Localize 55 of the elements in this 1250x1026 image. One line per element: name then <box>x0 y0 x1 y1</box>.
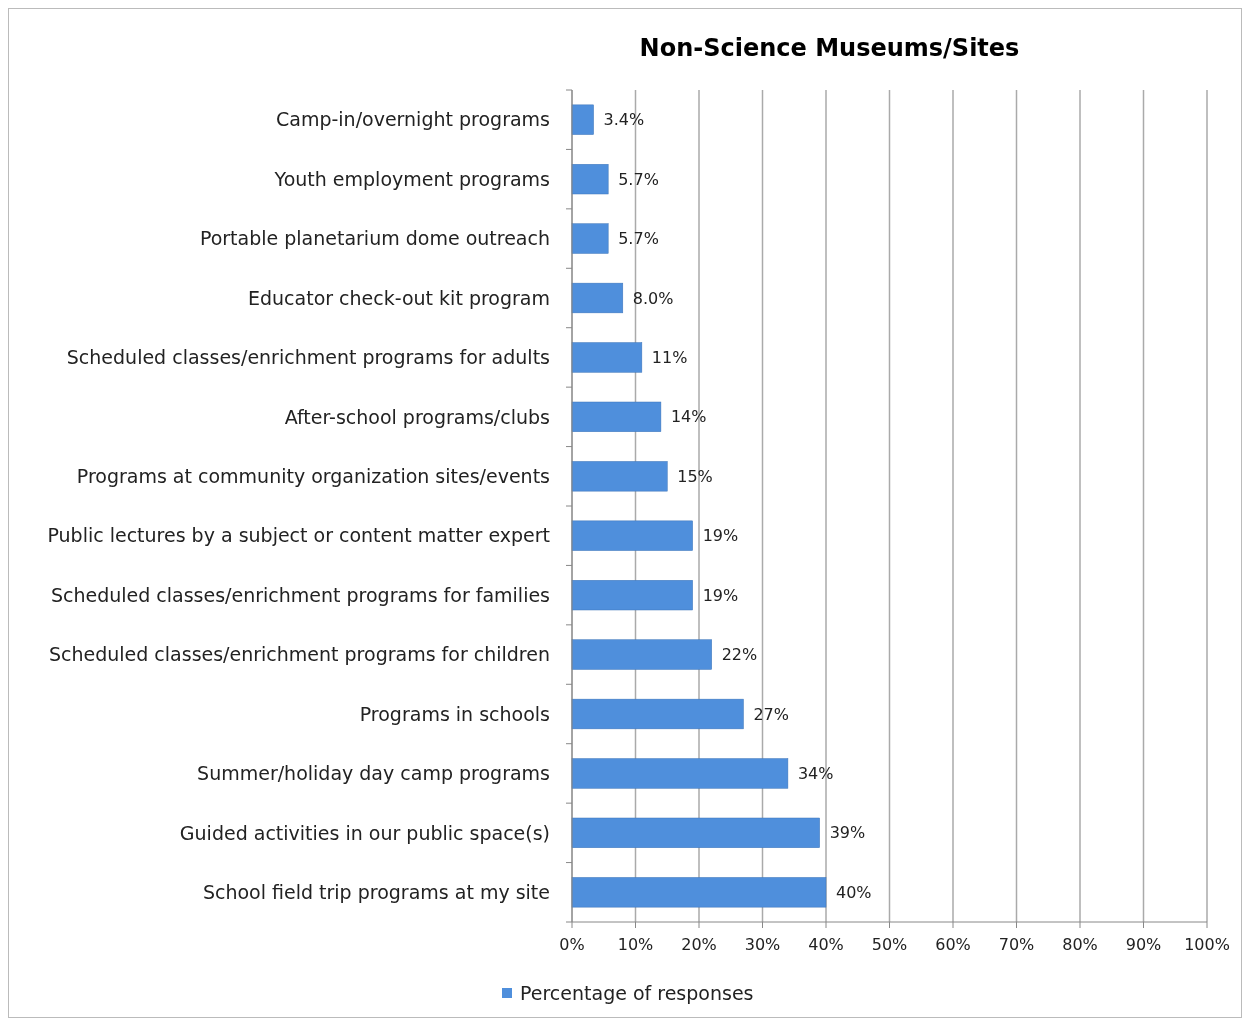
y-tick-label: After-school programs/clubs <box>284 405 550 428</box>
bar <box>571 817 820 848</box>
y-tick-label: Portable planetarium dome outreach <box>199 227 550 250</box>
bar <box>571 342 643 373</box>
bar <box>571 639 712 670</box>
data-label: 15% <box>677 466 713 486</box>
y-tick-label: Scheduled classes/enrichment programs for children <box>48 643 550 666</box>
x-tick-label: 20% <box>681 935 717 954</box>
x-tick-label: 10% <box>617 935 654 954</box>
y-tick-label: Public lectures by a subject or content matter expert <box>47 524 550 547</box>
x-tick-label: 60% <box>935 935 971 954</box>
bar <box>571 104 594 135</box>
x-tick-label: 70% <box>998 935 1035 954</box>
data-label: 5.7% <box>618 169 659 189</box>
chart-title: Non-Science Museums/Sites <box>639 34 1020 62</box>
bar <box>571 164 609 195</box>
data-label: 5.7% <box>618 229 659 249</box>
y-tick-label: Summer/holiday day camp programs <box>197 762 550 785</box>
data-label: 34% <box>797 764 834 784</box>
y-tick-label: Camp-in/overnight programs <box>275 108 550 131</box>
y-tick-label: Programs in schools <box>359 702 550 725</box>
data-label: 27% <box>753 704 790 724</box>
data-label: 40% <box>836 882 872 902</box>
bar <box>571 461 668 492</box>
x-tick-label: 80% <box>1062 935 1098 954</box>
y-tick-label: Scheduled classes/enrichment programs for families <box>50 583 550 606</box>
x-tick-label: 30% <box>744 935 781 954</box>
bar <box>571 401 662 432</box>
y-tick-label: School field trip programs at my site <box>202 880 550 903</box>
legend-label: Percentage of responses <box>520 981 754 1004</box>
data-label: 22% <box>721 645 758 665</box>
bar <box>571 282 624 314</box>
x-tick-label: 50% <box>871 935 908 954</box>
data-label: 3.4% <box>603 110 645 130</box>
data-label: 39% <box>829 823 866 843</box>
bar <box>571 520 693 551</box>
bar <box>571 877 827 908</box>
x-tick-label: 40% <box>808 935 844 954</box>
bar <box>571 223 609 254</box>
data-label: 11% <box>651 348 688 368</box>
y-tick-label: Youth employment programs <box>273 167 550 190</box>
y-tick-label: Educator check-out kit program <box>248 286 550 309</box>
data-label: 19% <box>702 585 739 605</box>
x-tick-label: 90% <box>1125 935 1162 954</box>
bar <box>571 698 744 730</box>
y-tick-label: Programs at community organization sites/events <box>76 464 550 487</box>
x-tick-label: 100% <box>1184 935 1230 954</box>
bar <box>571 580 693 611</box>
data-label: 8.0% <box>632 288 674 308</box>
bar <box>571 758 789 789</box>
data-label: 19% <box>702 526 739 546</box>
data-label: 14% <box>670 407 707 427</box>
y-tick-label: Scheduled classes/enrichment programs for adults <box>66 346 550 369</box>
x-tick-label: 0% <box>559 935 585 954</box>
y-tick-label: Guided activities in our public space(s) <box>179 821 550 844</box>
